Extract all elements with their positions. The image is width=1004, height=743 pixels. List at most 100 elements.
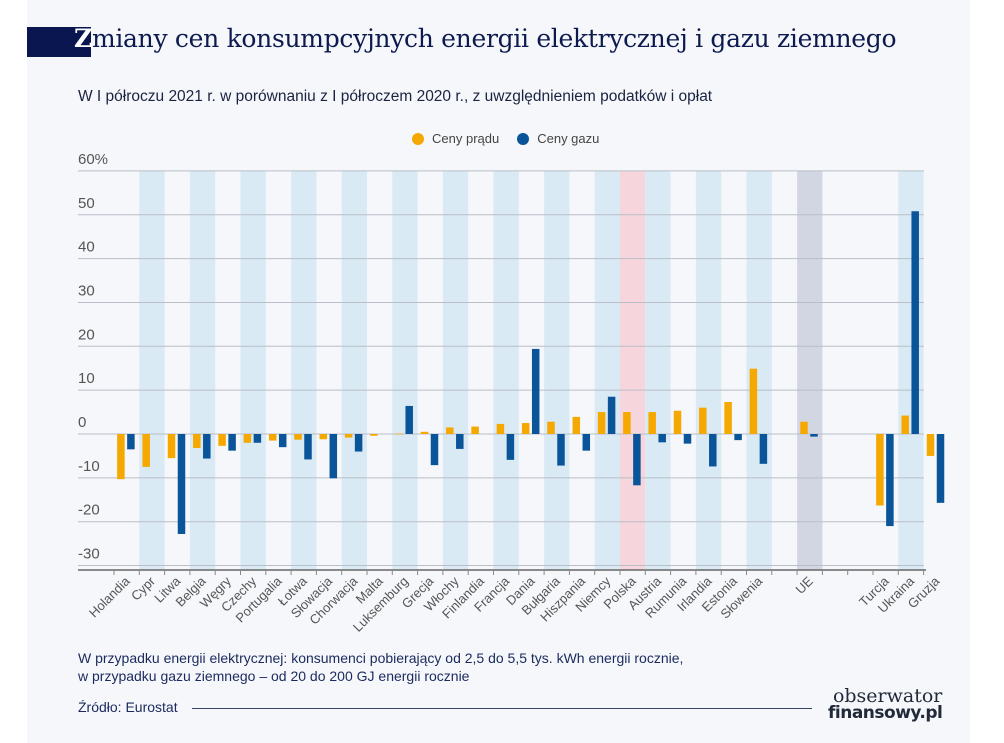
y-tick-label: -10 bbox=[78, 458, 100, 475]
stripe-bułgaria bbox=[544, 170, 570, 570]
bar-gas-turcja bbox=[886, 434, 894, 527]
bar-electricity-belgia bbox=[193, 434, 201, 449]
bar-electricity-portugalia bbox=[268, 434, 277, 441]
stripe-irlandia bbox=[695, 170, 722, 570]
legend-item-electricity: Ceny prądu bbox=[412, 131, 499, 146]
legend: Ceny prądu Ceny gazu bbox=[412, 131, 599, 146]
logo: obserwator finansowy.pl bbox=[828, 685, 943, 723]
y-tick-label: 40 bbox=[78, 239, 95, 256]
bar-electricity-dania bbox=[521, 423, 530, 434]
bar-gas-belgia bbox=[203, 434, 211, 459]
stripe-polska bbox=[620, 170, 646, 570]
bar-gas-gruzja bbox=[936, 434, 945, 503]
bar-electricity-luksemburg bbox=[395, 433, 403, 435]
bar-gas-luksemburg bbox=[405, 405, 413, 434]
bar-gas-litwa bbox=[177, 434, 186, 534]
stripe-łotwa bbox=[291, 170, 317, 570]
bar-gas-bułgaria bbox=[557, 434, 565, 466]
chart-title: Zmiany cen konsumpcyjnych energii elektr… bbox=[74, 24, 897, 53]
bar-gas-ukraina bbox=[911, 211, 919, 434]
legend-label-gas: Ceny gazu bbox=[537, 131, 600, 146]
bar-gas-portugalia bbox=[278, 434, 287, 448]
bar-electricity-holandia bbox=[117, 434, 125, 480]
bar-gas-czechy bbox=[253, 434, 262, 443]
stripe-włochy bbox=[442, 170, 469, 570]
bar-gas-francja bbox=[506, 434, 515, 460]
bar-gas-dania bbox=[531, 348, 540, 434]
bar-electricity-malta bbox=[370, 434, 378, 436]
bar-gas-estonia bbox=[734, 434, 742, 441]
bar-electricity-bułgaria bbox=[547, 421, 555, 434]
bar-gas-włochy bbox=[456, 434, 464, 449]
stripe-austria bbox=[645, 170, 671, 570]
stripe-ue bbox=[797, 170, 823, 570]
y-tick-label: -30 bbox=[78, 546, 100, 563]
bar-gas-polska bbox=[633, 434, 641, 486]
bar-gas-grecja bbox=[430, 434, 439, 466]
stripe-belgia bbox=[189, 170, 216, 570]
x-tick-label: Holandia bbox=[86, 573, 133, 620]
bar-electricity-turcja bbox=[876, 434, 884, 506]
bar-electricity-czechy bbox=[243, 434, 252, 443]
bar-electricity-grecja bbox=[420, 431, 429, 434]
bar-gas-słowenia bbox=[759, 434, 768, 464]
x-tick-label: UE bbox=[792, 573, 816, 597]
bar-gas-ue bbox=[810, 434, 818, 437]
bar-electricity-niemcy bbox=[597, 412, 606, 434]
source: Źródło: Eurostat bbox=[78, 699, 178, 715]
bar-electricity-cypr bbox=[142, 434, 150, 467]
bar-electricity-estonia bbox=[724, 401, 732, 434]
title-accent-block bbox=[27, 27, 91, 57]
stripe-luksemburg bbox=[392, 170, 418, 570]
bar-electricity-hiszpania bbox=[572, 416, 581, 434]
footnote-line-1: W przypadku energii elektrycznej: konsum… bbox=[78, 650, 684, 666]
stripe-czechy bbox=[240, 170, 266, 570]
bar-electricity-litwa bbox=[167, 434, 176, 459]
y-tick-label: 10 bbox=[78, 370, 95, 387]
bar-gas-irlandia bbox=[709, 434, 717, 467]
footnote-line-2: w przypadku gazu ziemnego – od 20 do 200… bbox=[78, 668, 470, 684]
bar-electricity-ue bbox=[800, 421, 808, 434]
stripe-cypr bbox=[139, 170, 165, 570]
y-tick-label: 0 bbox=[78, 414, 86, 431]
legend-dot-electricity bbox=[412, 132, 424, 145]
logo-line-2: finansowy.pl bbox=[828, 703, 943, 723]
bar-electricity-słowacja bbox=[319, 434, 328, 440]
title-rest: miany cen konsumpcyjnych energii elektry… bbox=[91, 24, 897, 53]
stripe-ukraina bbox=[898, 170, 924, 570]
title-first-letter: Z bbox=[74, 24, 92, 53]
bar-electricity-włochy bbox=[446, 427, 454, 434]
y-tick-label: 60% bbox=[78, 151, 108, 168]
chart-subtitle: W I półroczu 2021 r. w porównaniu z I pó… bbox=[78, 88, 713, 105]
bar-electricity-polska bbox=[623, 412, 631, 434]
bar-electricity-chorwacja bbox=[344, 434, 353, 438]
bar-electricity-rumunia bbox=[673, 410, 682, 434]
bar-electricity-ukraina bbox=[901, 415, 909, 434]
bar-electricity-austria bbox=[648, 412, 656, 434]
bar-gas-holandia bbox=[127, 434, 135, 450]
legend-item-gas: Ceny gazu bbox=[517, 131, 599, 146]
y-tick-label: 50 bbox=[78, 195, 95, 212]
bar-electricity-słowenia bbox=[749, 368, 758, 434]
bar-electricity-francja bbox=[496, 423, 505, 434]
bar-electricity-finlandia bbox=[471, 426, 479, 434]
bar-gas-rumunia bbox=[683, 434, 692, 444]
y-tick-label: 20 bbox=[78, 326, 95, 343]
logo-line-1: obserwator bbox=[832, 685, 943, 707]
legend-label-electricity: Ceny prądu bbox=[432, 131, 500, 146]
bar-gas-łotwa bbox=[304, 434, 312, 460]
footnote: W przypadku energii elektrycznej: konsum… bbox=[78, 649, 683, 685]
y-tick-label: 30 bbox=[78, 282, 95, 299]
bar-gas-węgry bbox=[228, 434, 236, 451]
stripe-francja bbox=[493, 170, 519, 570]
bar-gas-chorwacja bbox=[354, 434, 363, 452]
source-divider bbox=[192, 708, 812, 709]
legend-dot-gas bbox=[517, 132, 530, 145]
stripe-chorwacja bbox=[341, 170, 367, 570]
bar-electricity-irlandia bbox=[699, 407, 707, 434]
bar-electricity-łotwa bbox=[294, 434, 302, 440]
stripe-niemcy bbox=[594, 170, 620, 570]
bar-electricity-węgry bbox=[218, 434, 226, 446]
bar-electricity-gruzja bbox=[926, 434, 935, 456]
